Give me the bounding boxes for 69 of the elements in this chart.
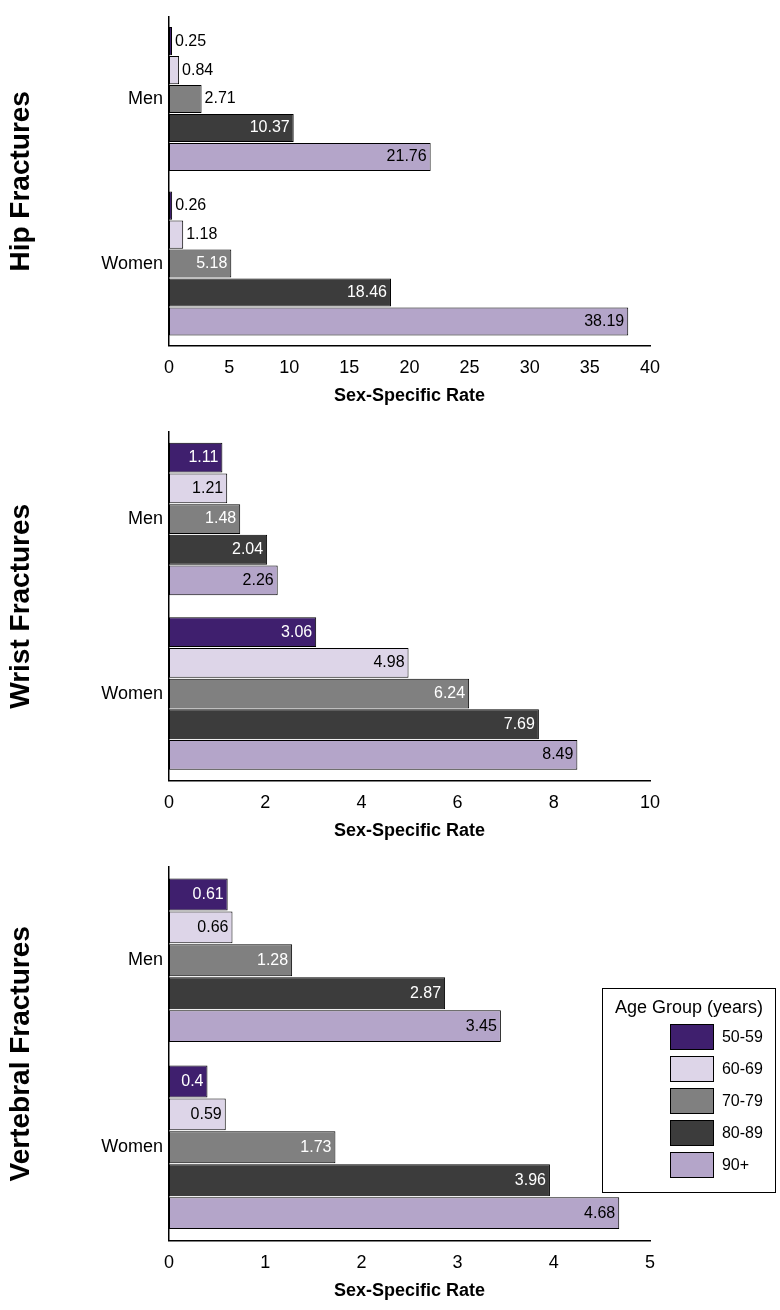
x-tick-label: 3	[452, 1251, 463, 1272]
x-axis-title: Sex-Specific Rate	[333, 820, 486, 841]
data-label: 1.28	[257, 950, 289, 968]
data-label: 1.18	[186, 225, 218, 242]
data-label: 0.4	[181, 1071, 204, 1089]
data-label: 0.59	[190, 1104, 222, 1122]
x-tick-label: 30	[519, 356, 540, 377]
x-tick-label: 20	[399, 356, 420, 377]
x-tick-label: 8	[548, 791, 559, 812]
x-tick-label: 10	[279, 356, 300, 377]
x-tick-label: 0	[163, 791, 175, 812]
data-label: 2.26	[242, 570, 274, 588]
legend-label: 50-59	[721, 1028, 763, 1046]
legend-label: 60-69	[721, 1060, 763, 1078]
x-axis-title: Sex-Specific Rate	[333, 385, 486, 406]
data-label: 0.66	[197, 917, 229, 935]
data-label: 38.19	[584, 311, 625, 329]
data-label: 21.76	[386, 147, 427, 165]
data-label: 3.06	[281, 622, 313, 640]
data-label: 6.24	[434, 683, 466, 701]
y-tick-label: Men	[127, 949, 163, 970]
y-tick-label: Men	[127, 88, 163, 109]
y-tick-label: Women	[101, 252, 163, 273]
x-tick-label: 5	[224, 356, 235, 377]
x-tick-label: 1	[260, 1251, 271, 1272]
y-axis-title: Vertebral Fractures	[3, 926, 35, 1182]
y-tick-label: Women	[101, 1136, 163, 1157]
x-tick-label: 4	[548, 1251, 559, 1272]
x-tick-label: 2	[260, 791, 271, 812]
data-label: 3.96	[514, 1170, 547, 1188]
x-tick-label: 6	[452, 791, 463, 812]
x-tick-label: 2	[356, 1251, 367, 1272]
data-label: 1.11	[188, 448, 219, 466]
data-label: 1.48	[205, 509, 237, 527]
data-label: 2.71	[204, 89, 236, 107]
legend-label: 90+	[721, 1156, 750, 1174]
data-label: 4.68	[584, 1203, 616, 1221]
data-label: 2.87	[409, 983, 442, 1001]
x-tick-label: 5	[644, 1251, 656, 1272]
data-label: 1.73	[300, 1137, 332, 1155]
y-axis-title: Hip Fractures	[3, 91, 35, 272]
x-tick-label: 4	[356, 791, 367, 812]
data-label: 3.45	[465, 1016, 497, 1034]
x-tick-label: 25	[459, 356, 480, 377]
data-label: 7.69	[503, 714, 535, 732]
y-axis-title: Wrist Fractures	[3, 503, 35, 709]
legend-title: Age Group (years)	[614, 997, 763, 1018]
x-tick-label: 0	[163, 356, 175, 377]
x-tick-label: 40	[639, 356, 661, 377]
legend-label: 70-79	[721, 1092, 763, 1110]
data-label: 4.98	[373, 653, 405, 671]
y-tick-label: Men	[127, 508, 163, 529]
x-tick-label: 15	[339, 356, 360, 377]
data-label: 0.26	[175, 196, 207, 214]
data-label: 10.37	[249, 118, 290, 136]
y-tick-label: Women	[101, 682, 163, 703]
x-tick-label: 10	[639, 791, 661, 812]
data-label: 0.84	[182, 60, 214, 78]
data-label: 18.46	[346, 282, 388, 300]
data-label: 2.04	[231, 540, 264, 558]
data-label: 0.61	[192, 884, 224, 902]
data-label: 1.21	[192, 478, 224, 496]
data-label: 8.49	[542, 745, 574, 763]
x-axis-title: Sex-Specific Rate	[333, 1280, 486, 1301]
x-tick-label: 35	[579, 356, 600, 377]
x-tick-label: 0	[163, 1251, 175, 1272]
data-label: 0.25	[175, 31, 207, 49]
legend-label: 80-89	[721, 1124, 763, 1142]
data-label: 5.18	[196, 253, 228, 271]
